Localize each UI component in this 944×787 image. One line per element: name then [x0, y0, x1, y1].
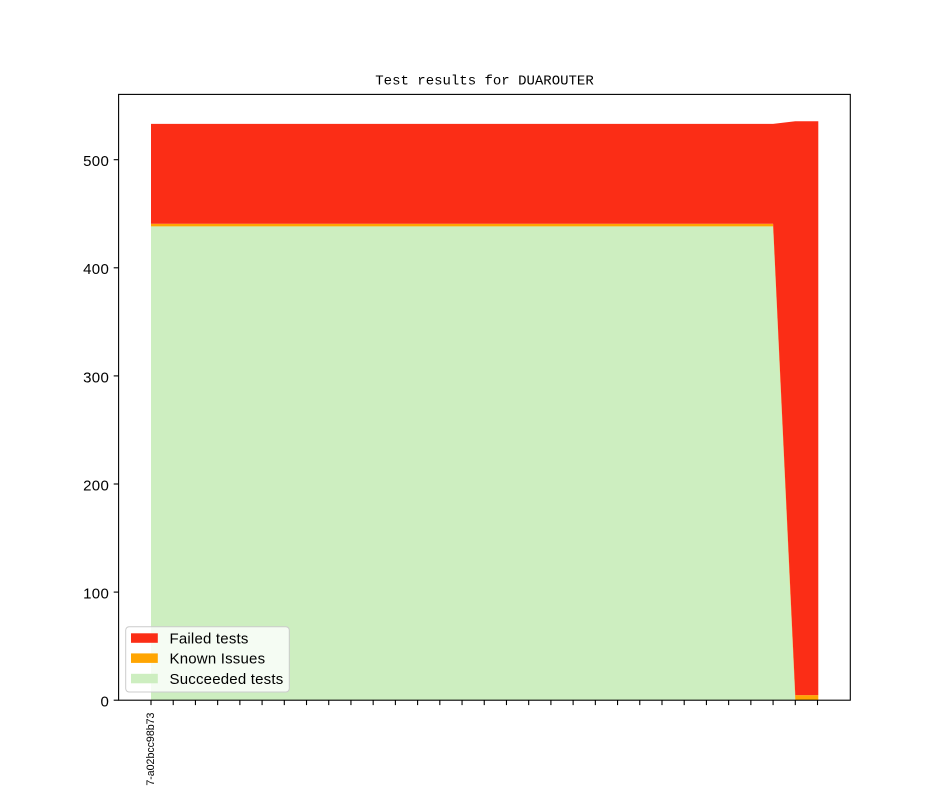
svg-text:400: 400 [83, 261, 109, 278]
svg-text:100: 100 [83, 586, 109, 603]
svg-text:Succeeded tests: Succeeded tests [170, 671, 284, 688]
svg-text:Test results for DUAROUTER: Test results for DUAROUTER [375, 74, 594, 90]
svg-text:7-a02bcc98b73: 7-a02bcc98b73 [145, 712, 157, 785]
svg-text:0: 0 [101, 694, 110, 711]
svg-text:Failed tests: Failed tests [170, 630, 249, 647]
svg-text:500: 500 [83, 153, 109, 170]
svg-text:200: 200 [83, 477, 109, 494]
svg-text:300: 300 [83, 369, 109, 386]
svg-text:Known Issues: Known Issues [170, 651, 266, 668]
